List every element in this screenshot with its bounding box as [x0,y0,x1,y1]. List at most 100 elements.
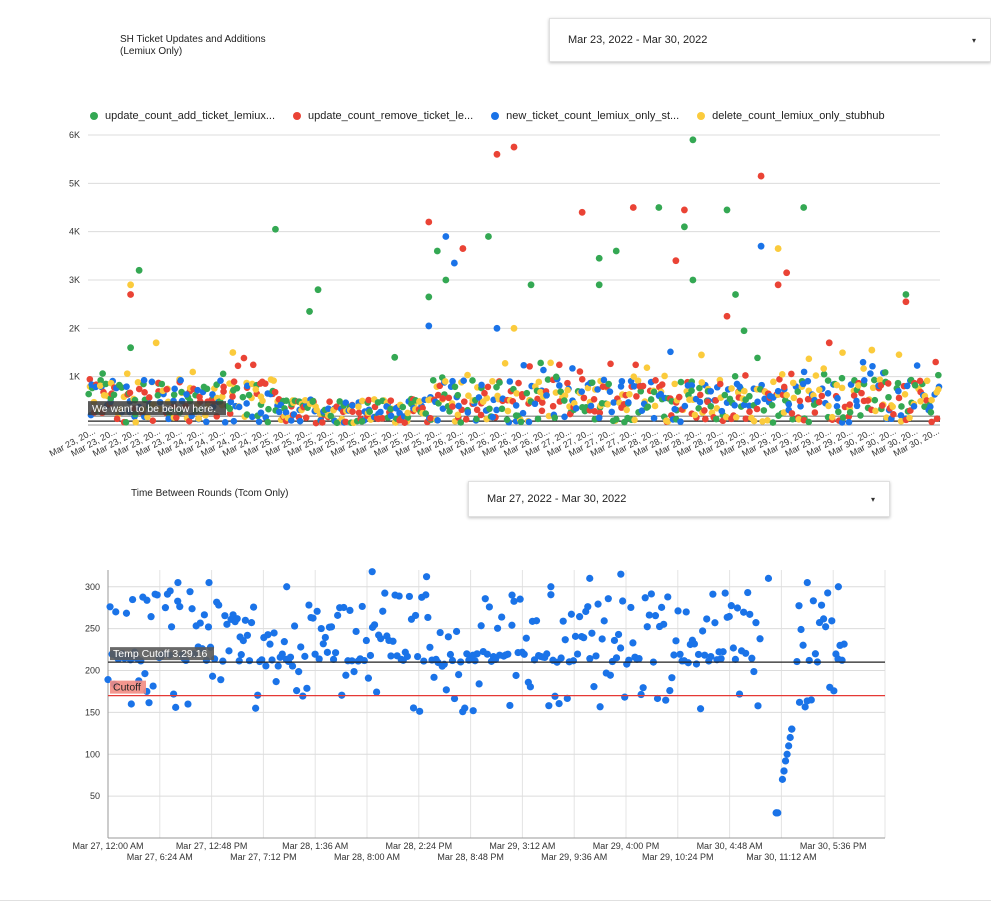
data-point [595,281,603,289]
data-point [549,656,557,664]
data-point [839,414,847,421]
data-point [652,377,659,384]
data-point [668,674,676,682]
data-point [270,377,277,384]
data-point [671,380,679,388]
data-point [225,647,233,655]
data-point [432,655,440,663]
data-point [479,647,487,656]
legend-dot-red-icon [293,112,302,120]
data-point [425,322,433,330]
data-point [643,623,651,631]
data-point [796,397,804,405]
data-point [355,409,363,416]
data-point [252,704,260,712]
data-point [923,377,931,385]
data-point [262,662,270,670]
data-point [623,406,630,414]
data-point [448,656,457,665]
data-point [702,415,709,423]
data-point [783,391,790,399]
data-point [464,371,471,379]
data-point [477,622,485,630]
data-point [830,687,838,695]
data-point [254,691,262,699]
data-point [801,703,809,711]
data-point [902,298,910,306]
data-point [127,281,134,289]
data-point [127,291,134,298]
data-point [688,387,695,394]
data-point [189,368,197,376]
data-point [561,392,569,399]
data-point [86,375,94,383]
data-point [379,415,386,422]
data-point [838,419,846,426]
data-point [658,603,666,611]
data-point [508,591,516,599]
data-point [460,377,467,385]
data-point [208,672,217,680]
data-point [872,407,879,415]
chart1-title-line1: SH Ticket Updates and Additions [120,34,266,45]
data-point [455,670,463,679]
chart1-date-range-picker[interactable]: Mar 23, 2022 - Mar 30, 2022 ▾ [549,18,991,62]
data-point [894,379,902,387]
data-point [662,696,670,704]
data-point [391,591,399,599]
data-point [800,204,808,211]
data-point [625,656,633,664]
data-point [717,655,725,663]
data-point [573,650,582,658]
data-point [97,376,104,384]
data-point [769,394,777,401]
legend-item-new[interactable]: new_ticket_count_lemiux_only_st... [491,110,679,122]
data-point [834,394,841,402]
data-point [149,417,157,425]
data-point [535,378,543,386]
data-point [895,394,903,402]
data-point [895,387,902,395]
chevron-down-icon[interactable]: ▾ [971,35,976,45]
reference-label-bg [110,680,146,694]
data-point [727,602,735,610]
data-point [746,392,753,400]
chart2-date-range-picker[interactable]: Mar 27, 2022 - Mar 30, 2022 ▾ [468,481,890,517]
data-point [677,418,684,426]
data-point [721,391,729,399]
data-point [877,381,885,389]
data-point [425,293,433,301]
data-point [606,388,614,395]
y-tick-label: 2K [69,323,80,333]
data-point [178,651,186,659]
data-point [689,276,697,284]
data-point [302,414,310,421]
legend-item-delete[interactable]: delete_count_lemiux_only_stubhub [697,110,885,122]
data-point [833,403,841,410]
data-point [446,408,453,415]
data-point [493,406,500,414]
data-point [828,413,836,421]
data-point [340,603,348,612]
data-point [165,415,172,423]
data-point [626,390,633,398]
chevron-down-icon[interactable]: ▾ [870,494,875,504]
data-point [205,578,213,587]
data-point [230,417,238,425]
data-point [732,414,740,421]
data-point [469,707,477,715]
data-point [176,603,184,611]
data-point [331,649,340,657]
data-point [639,684,647,692]
data-point [358,602,366,611]
legend-item-remove[interactable]: update_count_remove_ticket_le... [293,110,473,122]
chart1-legend: update_count_add_ticket_lemiux... update… [90,110,885,122]
data-point [444,633,452,641]
data-point [666,686,674,695]
data-point [344,657,352,665]
legend-label: update_count_add_ticket_lemiux... [105,110,276,122]
data-point [135,266,143,274]
legend-item-add[interactable]: update_count_add_ticket_lemiux... [90,110,275,122]
data-point [670,651,678,659]
data-point [592,652,600,660]
